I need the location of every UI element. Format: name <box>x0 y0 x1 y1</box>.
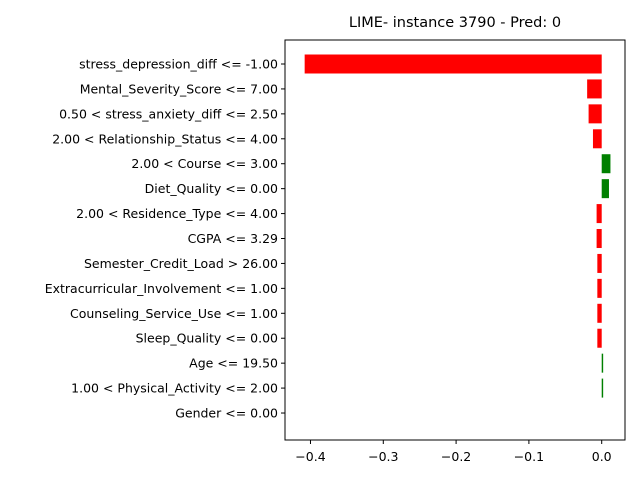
y-tick-label: Sleep_Quality <= 0.00 <box>136 331 278 346</box>
y-tick-label: Extracurricular_Involvement <= 1.00 <box>45 281 278 296</box>
bar <box>596 229 602 249</box>
y-tick-label: Gender <= 0.00 <box>175 406 278 421</box>
x-tick-label: −0.2 <box>441 449 471 464</box>
y-tick-label: 1.00 < Physical_Activity <= 2.00 <box>71 381 278 396</box>
bar <box>601 353 604 373</box>
y-tick-label: 2.00 < Course <= 3.00 <box>131 156 278 171</box>
bar <box>587 79 602 99</box>
chart-title: LIME- instance 3790 - Pred: 0 <box>349 15 561 31</box>
x-tick-label: 0.0 <box>592 449 612 464</box>
x-ticks: −0.4 −0.3 −0.2 −0.1 0.0 <box>295 440 612 464</box>
y-tick-label: 0.50 < stress_anxiety_diff <= 2.50 <box>59 106 278 121</box>
bar <box>597 278 602 298</box>
bar <box>597 328 602 348</box>
bars-group <box>304 54 611 398</box>
bar <box>588 104 602 124</box>
bar <box>601 154 611 174</box>
bar <box>601 179 609 199</box>
y-tick-label: 2.00 < Relationship_Status <= 4.00 <box>52 131 278 146</box>
bar <box>597 303 602 323</box>
plot-frame <box>284 39 626 441</box>
bar <box>597 253 602 273</box>
x-tick-label: −0.4 <box>295 449 325 464</box>
y-tick-label: CGPA <= 3.29 <box>188 231 278 246</box>
x-tick-label: −0.1 <box>514 449 544 464</box>
y-tick-labels: stress_depression_diff <= -1.00 Mental_Se… <box>45 57 285 421</box>
y-tick-label: stress_depression_diff <= -1.00 <box>79 57 278 72</box>
bar <box>592 129 602 149</box>
y-tick-label: Counseling_Service_Use <= 1.00 <box>70 306 278 321</box>
x-tick-label: −0.3 <box>368 449 398 464</box>
bar <box>601 378 604 398</box>
y-tick-label: Diet_Quality <= 0.00 <box>145 181 278 196</box>
y-tick-label: 2.00 < Residence_Type <= 4.00 <box>76 206 278 221</box>
y-tick-label: Age <= 19.50 <box>189 356 278 371</box>
bar <box>304 54 602 74</box>
bar <box>596 204 602 224</box>
y-tick-label: Semester_Credit_Load > 26.00 <box>84 256 278 271</box>
y-tick-label: Mental_Severity_Score <= 7.00 <box>80 81 278 96</box>
